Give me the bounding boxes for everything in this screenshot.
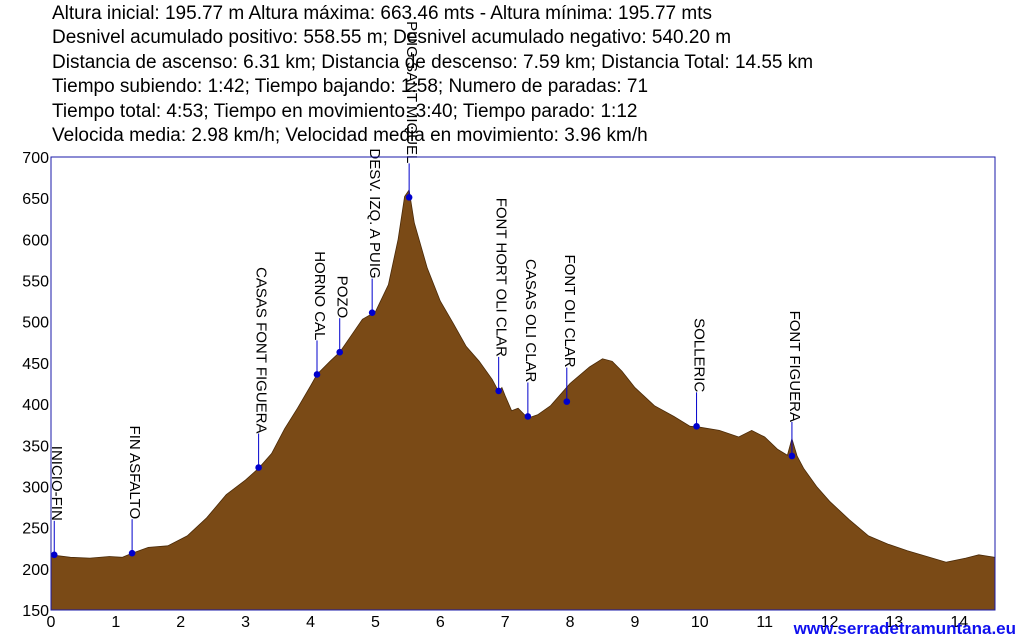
y-tick-label: 500 [22,315,49,332]
waypoint-label: CASAS OLI CLAR [522,259,539,383]
y-tick-label: 700 [22,150,49,167]
waypoint-marker [495,387,502,395]
waypoint-label: POZO [334,276,351,319]
y-tick-label: 300 [22,479,49,496]
x-tick-label: 14 [950,614,968,631]
waypoint-label: FONT FIGUERA [786,311,803,422]
waypoint-marker [255,464,262,471]
y-tick-label: 150 [22,603,49,620]
waypoint-label: FONT HORT OLI CLAR [493,198,510,357]
y-tick-label: 350 [22,438,49,455]
y-tick-label: 400 [22,397,49,414]
stats-line: Tiempo subiendo: 1:42; Tiempo bajando: 1… [52,76,649,98]
y-tick-label: 450 [22,356,49,373]
x-tick-label: 1 [111,614,120,631]
waypoint-marker [50,551,58,559]
stats-line: Desnivel acumulado positivo: 558.55 m; D… [52,27,732,49]
waypoint-label: PUIG SANT MIQUEL [403,21,420,163]
y-tick-label: 550 [22,274,49,291]
x-tick-label: 7 [501,614,510,631]
x-tick-label: 10 [691,614,709,631]
y-tick-label: 250 [22,521,49,538]
waypoint-marker [128,549,136,557]
stats-line: Altura inicial: 195.77 m Altura máxima: … [52,3,713,24]
waypoint-marker [368,309,376,316]
y-tick-label: 600 [22,232,49,249]
waypoint-marker [405,194,413,201]
waypoint-label: SOLLERIC [691,318,708,392]
x-tick-label: 9 [630,614,639,631]
waypoint-label: INICIO-FIN [48,446,65,521]
waypoint-label: FONT OLI CLAR [561,255,578,368]
x-tick-label: 2 [176,614,185,631]
waypoint-label: FIN ASFALTO [126,426,143,520]
x-tick-label: 4 [306,614,315,631]
x-tick-label: 5 [371,614,380,631]
waypoint-marker [313,371,321,378]
y-tick-label: 200 [22,562,49,579]
stats-line: Tiempo total: 4:53; Tiempo en movimiento… [52,100,638,122]
stats-line: Distancia de ascenso: 6.31 km; Distancia… [52,51,814,73]
watermark-link[interactable]: www.serradetramuntana.eu [793,619,1016,638]
waypoint-marker [336,348,344,356]
waypoint-label: HORNO CAL [311,251,328,340]
route-stats: Altura inicial: 195.77 m Altura máxima: … [52,2,813,148]
waypoint-marker [693,423,700,430]
y-tick-label: 650 [22,191,49,208]
x-tick-label: 11 [756,614,773,631]
waypoint-marker [563,398,571,405]
x-tick-label: 8 [566,614,575,631]
waypoint-label: CASAS FONT FIGUERA [253,267,270,433]
x-tick-label: 0 [47,614,56,631]
elevation-area [50,188,996,611]
x-tick-label: 6 [436,614,445,631]
waypoint-marker [788,452,796,460]
x-tick-label: 13 [886,614,904,631]
plot-frame [50,156,996,611]
waypoint-marker [524,413,532,420]
x-tick-label: 12 [821,614,839,631]
x-tick-label: 3 [241,614,250,631]
stats-line: Velocida media: 2.98 km/h; Velocidad med… [52,125,648,147]
waypoint-label: DESV. IZQ. A PUIG [366,148,383,278]
